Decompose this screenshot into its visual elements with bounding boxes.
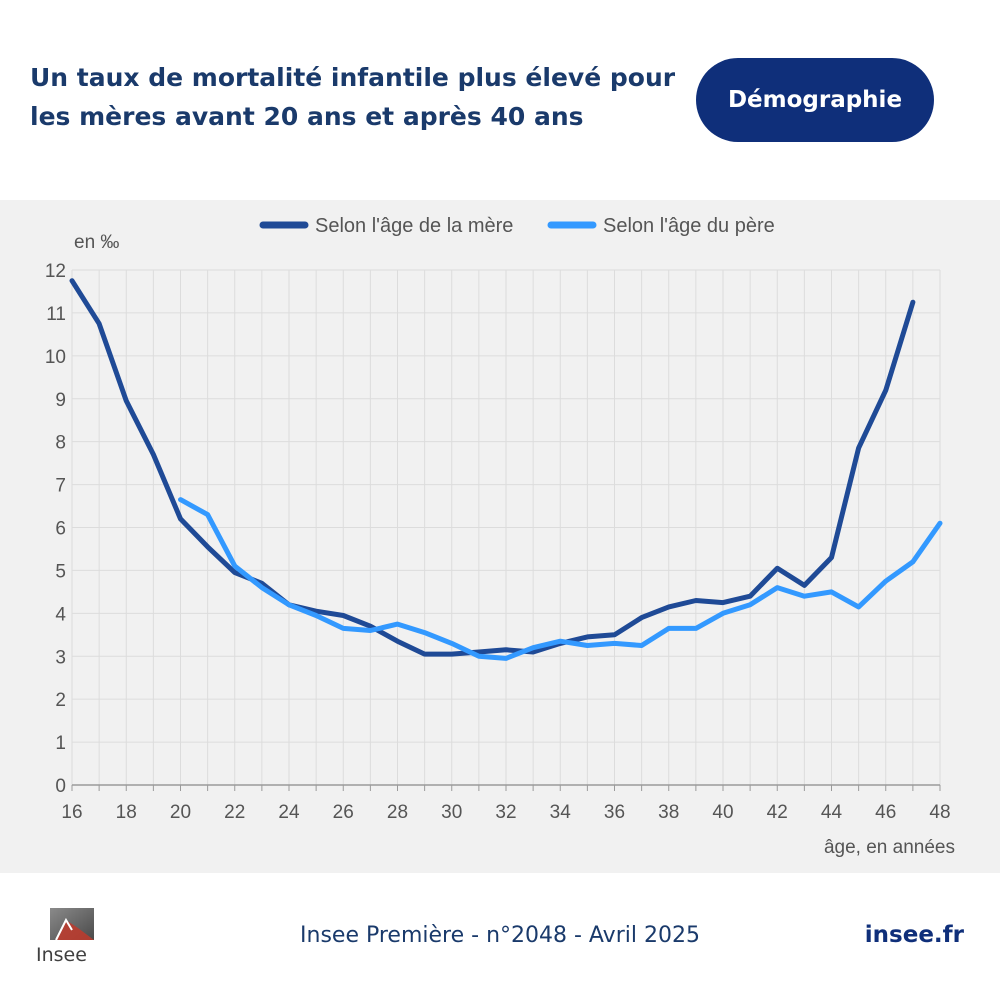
page-title: Un taux de mortalité infantile plus élev… xyxy=(30,63,676,131)
legend-label-father: Selon l'âge du père xyxy=(603,215,775,237)
x-tick-label: 42 xyxy=(767,802,788,823)
x-tick-label: 44 xyxy=(821,802,843,823)
x-tick-label: 16 xyxy=(61,802,82,823)
y-axis-title: en ‰ xyxy=(74,232,119,253)
y-tick-label: 11 xyxy=(46,304,66,325)
y-tick-label: 2 xyxy=(55,690,66,711)
x-tick-label: 40 xyxy=(712,802,733,823)
y-tick-label: 5 xyxy=(55,561,66,582)
y-tick-label: 3 xyxy=(55,647,66,668)
insee-logo-text: Insee xyxy=(36,944,87,966)
y-tick-label: 7 xyxy=(55,476,66,497)
series-line-father xyxy=(178,497,943,661)
legend-label-mother: Selon l'âge de la mère xyxy=(315,215,513,237)
x-tick-label: 32 xyxy=(495,802,516,823)
category-badge[interactable]: Démographie xyxy=(696,58,934,142)
site-link[interactable]: insee.fr xyxy=(864,922,964,948)
x-tick-label: 30 xyxy=(441,802,462,823)
y-tick-label: 12 xyxy=(45,261,66,282)
x-tick-label: 26 xyxy=(333,802,354,823)
y-tick-label: 0 xyxy=(55,776,66,797)
x-tick-label: 36 xyxy=(604,802,625,823)
x-tick-label: 22 xyxy=(224,802,245,823)
y-tick-label: 8 xyxy=(55,433,66,454)
x-tick-label: 38 xyxy=(658,802,679,823)
x-tick-label: 24 xyxy=(278,802,300,823)
y-tick-label: 9 xyxy=(55,390,66,411)
publication-reference: Insee Première - n°2048 - Avril 2025 xyxy=(300,923,700,948)
x-axis-title: âge, en années xyxy=(824,837,955,858)
x-tick-label: 20 xyxy=(170,802,191,823)
insee-logo-icon xyxy=(50,908,94,941)
x-tick-label: 34 xyxy=(550,802,572,823)
series-line-mother xyxy=(69,278,916,657)
y-tick-label: 6 xyxy=(55,519,66,540)
x-tick-label: 18 xyxy=(116,802,137,823)
y-tick-label: 10 xyxy=(45,347,66,368)
y-tick-label: 4 xyxy=(55,604,66,625)
x-tick-label: 46 xyxy=(875,802,896,823)
x-tick-label: 28 xyxy=(387,802,408,823)
x-tick-label: 48 xyxy=(929,802,950,823)
chart-panel: 0 1 2 3 4 5 6 7 8 9 10 11 12 16 18 20 22 24 26 28 30 32 34 36 38… xyxy=(0,200,1000,873)
y-tick-label: 1 xyxy=(55,733,66,754)
